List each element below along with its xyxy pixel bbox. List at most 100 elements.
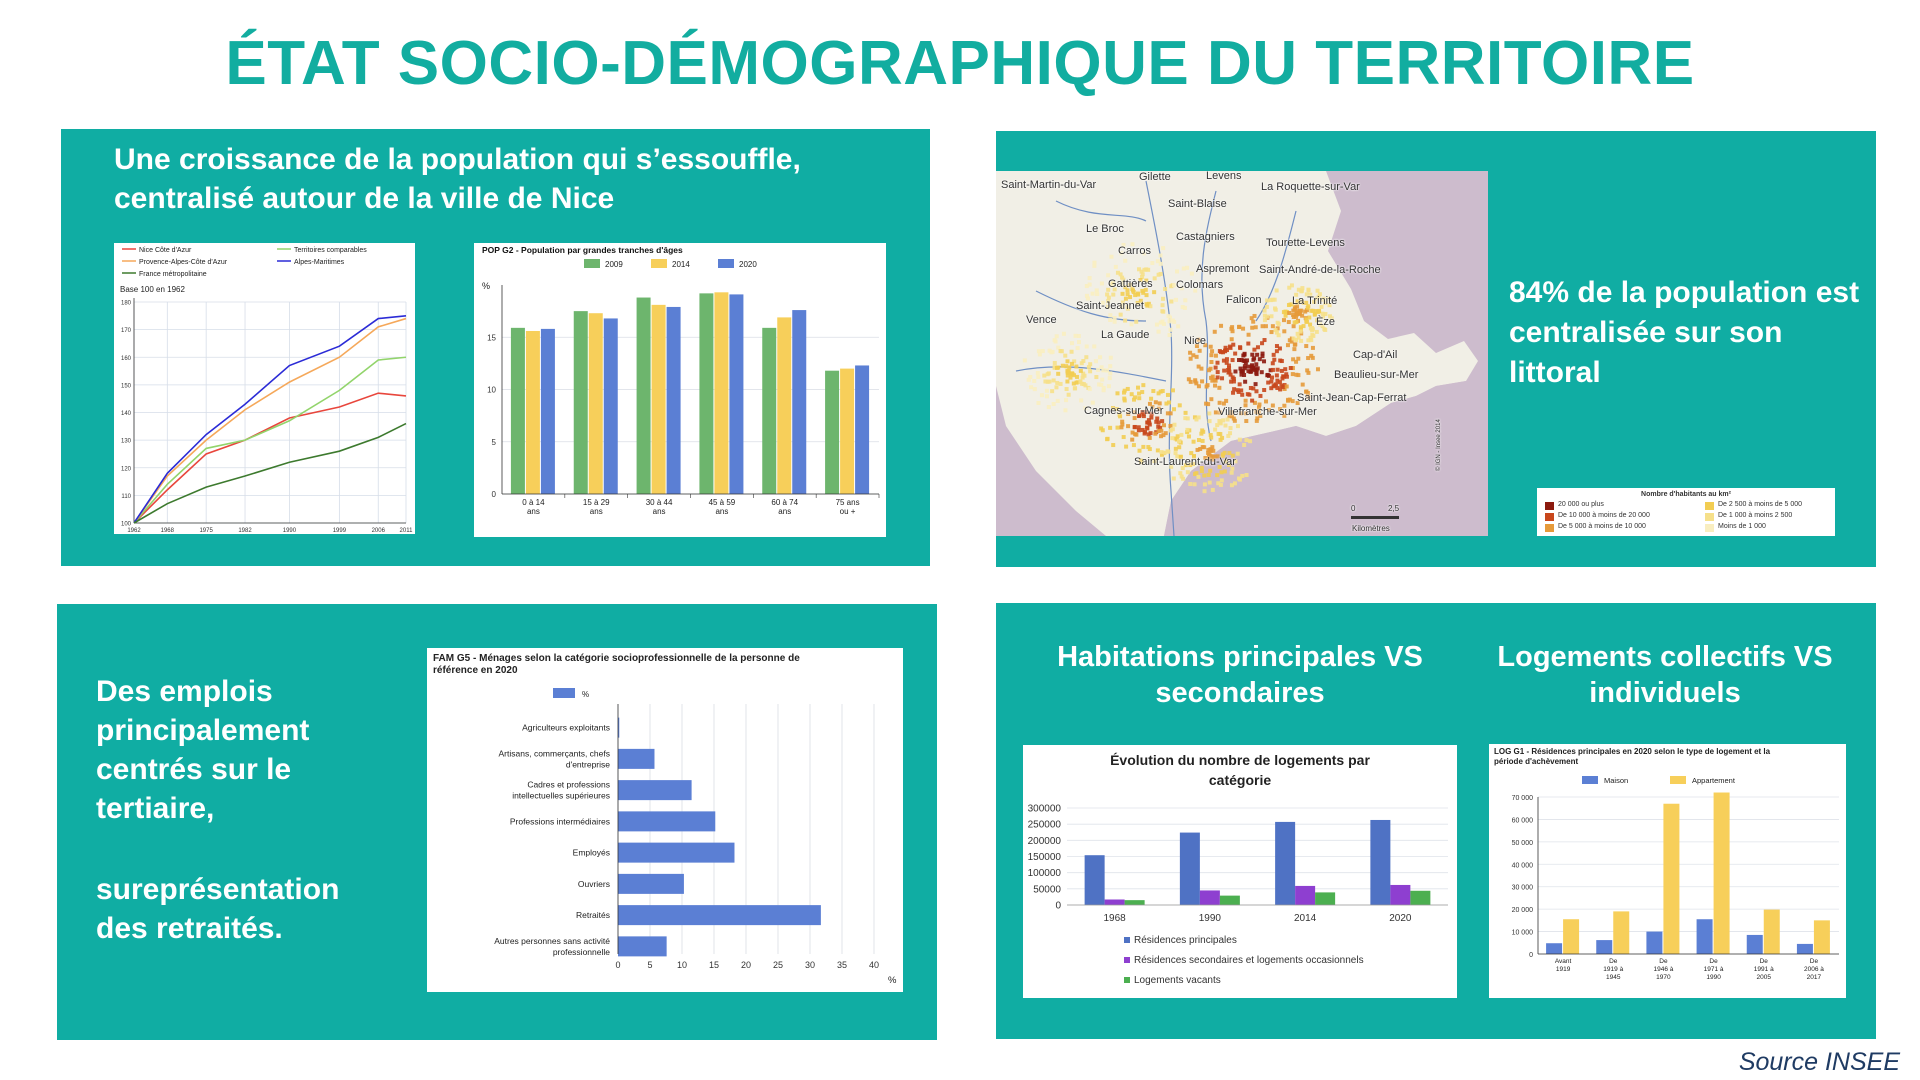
map-density-cell	[1291, 324, 1296, 329]
map-density-cell	[1273, 328, 1278, 333]
map-density-cell	[1120, 300, 1125, 305]
map-density-cell	[1217, 464, 1222, 469]
map-river-3	[1255, 210, 1297, 322]
x-tick-label: 1946 à	[1653, 966, 1673, 973]
map-density-cell	[1311, 333, 1316, 338]
map-density-cell	[1045, 372, 1050, 377]
map-density-cell	[1182, 305, 1187, 310]
map-density-cell	[1186, 434, 1191, 439]
map-density-cell	[1171, 476, 1176, 481]
bar-0-0	[1084, 855, 1105, 905]
map-density-cell	[1146, 445, 1151, 450]
map-density-cell	[1262, 308, 1267, 313]
map-density-cell	[1210, 487, 1215, 492]
bar-2-0	[1124, 900, 1145, 905]
map-density-cell	[1075, 374, 1080, 379]
map-density-cell	[1137, 448, 1142, 453]
map-density-cell	[1161, 246, 1166, 251]
x-tick-label: ou +	[840, 507, 856, 516]
chart-title: référence en 2020	[433, 665, 518, 676]
map-density-cell	[1210, 349, 1215, 354]
x-tick-label: 40	[869, 960, 879, 970]
map-density-cell	[1257, 402, 1262, 407]
map-density-cell	[1035, 371, 1040, 376]
y-tick-label: d'entreprise	[566, 759, 610, 769]
y-tick-label: 60 000	[1512, 817, 1534, 824]
map-density-cell	[1156, 329, 1161, 334]
map-density-cell	[1255, 352, 1260, 357]
map-density-cell	[1223, 345, 1228, 350]
map-density-cell	[1130, 430, 1135, 435]
map-density-cell	[1309, 338, 1314, 343]
map-density-cell	[1308, 292, 1313, 297]
map-density-cell	[1163, 287, 1168, 292]
map-density-cell	[1164, 401, 1169, 406]
map-density-cell	[1115, 407, 1120, 412]
map-density-cell	[1065, 379, 1070, 384]
map-density-cell	[1255, 345, 1260, 350]
map-density-cell	[1266, 408, 1271, 413]
map-density-cell	[1304, 317, 1309, 322]
map-label: Gilette	[1139, 171, 1171, 183]
series-line-0	[133, 392, 407, 524]
chart-title: POP G2 - Population par grandes tranches…	[482, 245, 683, 255]
map-density-cell	[1177, 403, 1182, 408]
map-density-cell	[1215, 370, 1220, 375]
map-density-cell	[1239, 388, 1244, 393]
map-density-cell	[1150, 261, 1155, 266]
map-density-cell	[1022, 358, 1027, 363]
legend-swatch-0	[1124, 937, 1130, 943]
map-density-cell	[1179, 474, 1184, 479]
map-density-cell	[1289, 283, 1294, 288]
map-density-cell	[1246, 341, 1251, 346]
map-density-cell	[1071, 373, 1076, 378]
map-density-cell	[1095, 292, 1100, 297]
map-density-cell	[1209, 435, 1214, 440]
map-density-cell	[1135, 291, 1140, 296]
map-density-cell	[1270, 324, 1275, 329]
y-tick-label: 150000	[1028, 852, 1062, 863]
map-density-cell	[1064, 387, 1069, 392]
map-density-cell	[1194, 354, 1199, 359]
map-density-cell	[1161, 296, 1166, 301]
map-density-cell	[1228, 431, 1233, 436]
map-density-cell	[1074, 380, 1079, 385]
map-density-cell	[1084, 344, 1089, 349]
map-legend-label: De 1 000 à moins 2 500	[1718, 512, 1793, 519]
map-density-cell	[1155, 448, 1160, 453]
map-density-cell	[1320, 297, 1325, 302]
legend-label-1: Résidences secondaires et logements occa…	[1134, 955, 1364, 966]
map-density-cell	[1097, 382, 1102, 387]
map-density-cell	[1180, 466, 1185, 471]
map-density-cell	[1156, 406, 1161, 411]
map-density-cell	[1169, 464, 1174, 469]
map-density-cell	[1112, 316, 1117, 321]
map-density-cell	[1232, 387, 1237, 392]
map-label: Saint-André-de-la-Roche	[1259, 264, 1381, 276]
map-density-cell	[1123, 318, 1128, 323]
map-density-cell	[1288, 366, 1293, 371]
x-tick-label: 2017	[1807, 974, 1822, 981]
map-density-cell	[1323, 301, 1328, 306]
map-density-cell	[1052, 360, 1057, 365]
map-density-cell	[1298, 325, 1303, 330]
map-density-cell	[1229, 483, 1234, 488]
map-density-cell	[1251, 365, 1256, 370]
map-density-cell	[1196, 364, 1201, 369]
map-density-cell	[1294, 319, 1299, 324]
map-density-cell	[1308, 322, 1313, 327]
map-density-cell	[1229, 470, 1234, 475]
map-density-cell	[1118, 272, 1123, 277]
chart-title: LOG G1 - Résidences principales en 2020 …	[1494, 747, 1771, 756]
map-density-cell	[1300, 382, 1305, 387]
map-density-cell	[1284, 372, 1289, 377]
map-density-cell	[1173, 446, 1178, 451]
map-density-cell	[1178, 455, 1183, 460]
map-density-cell	[1262, 338, 1267, 343]
map-density-cell	[1299, 288, 1304, 293]
map-density-cell	[1090, 400, 1095, 405]
map-density-cell	[1304, 389, 1309, 394]
y-tick-label: 5	[492, 438, 497, 447]
map-density-cell	[1099, 365, 1104, 370]
map-label: Nice	[1184, 335, 1207, 347]
